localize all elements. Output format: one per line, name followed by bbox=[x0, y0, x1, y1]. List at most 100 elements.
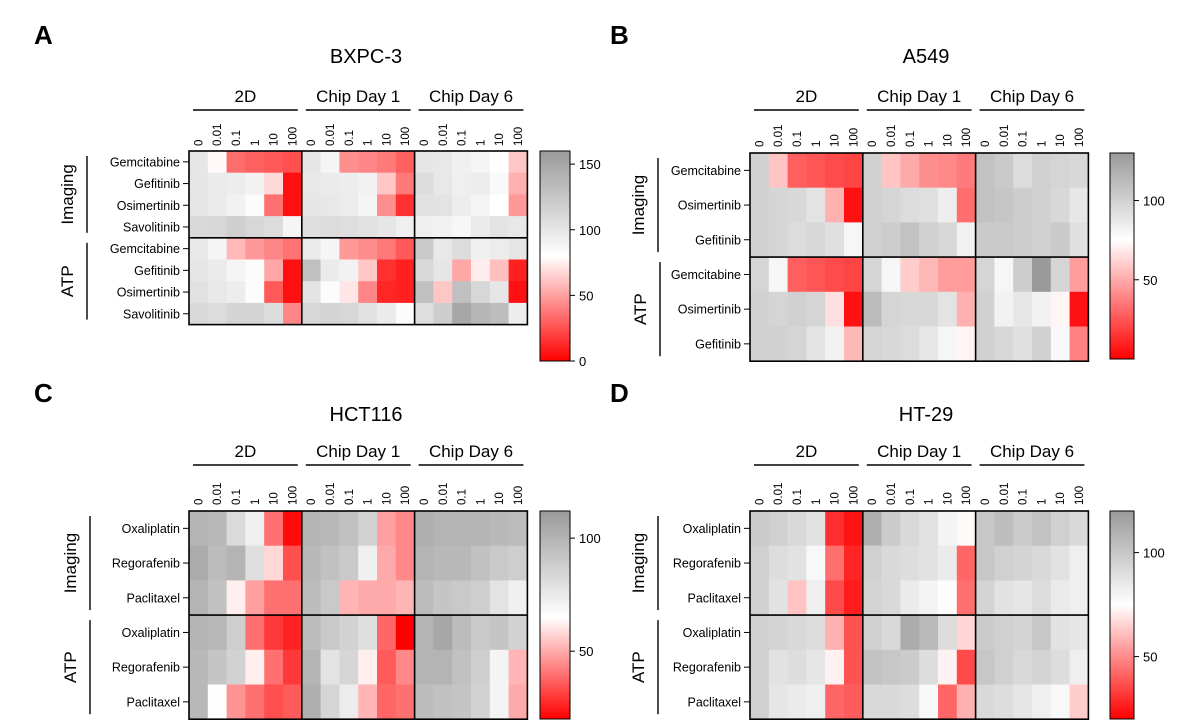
heatmap-cell bbox=[301, 511, 322, 547]
heatmap-cell bbox=[377, 615, 397, 651]
heatmap-cell bbox=[226, 545, 246, 581]
heatmap-cell bbox=[283, 172, 303, 195]
panel-letter: B bbox=[610, 20, 629, 50]
heatmap-cell bbox=[377, 684, 397, 720]
heatmap-cell bbox=[1032, 326, 1052, 362]
heatmap-cell bbox=[862, 615, 883, 651]
heatmap-cell bbox=[489, 511, 510, 547]
heatmap-cell bbox=[358, 580, 378, 616]
heatmap-cell bbox=[787, 187, 807, 223]
heatmap-cell bbox=[489, 302, 510, 326]
heatmap-cell bbox=[994, 545, 1014, 581]
heatmap-cell bbox=[994, 615, 1014, 651]
colorbar-tick-label: 100 bbox=[579, 223, 601, 238]
x-tick-label: 0 bbox=[419, 140, 431, 146]
heatmap-cell bbox=[207, 684, 228, 720]
row-label-gemcitabine: Gemcitabine bbox=[110, 155, 180, 169]
heatmap-cell bbox=[471, 684, 491, 720]
heatmap-cell bbox=[207, 281, 228, 304]
x-tick-label: 10 bbox=[1055, 492, 1067, 505]
heatmap-cell bbox=[301, 615, 322, 651]
x-tick-label: 1 bbox=[250, 499, 262, 505]
group-header: Chip Day 1 bbox=[877, 442, 961, 461]
group-header: Chip Day 6 bbox=[990, 87, 1074, 106]
heatmap-cell bbox=[881, 684, 901, 720]
section-label-imaging: Imaging bbox=[61, 533, 80, 593]
heatmap-cell bbox=[339, 172, 359, 195]
heatmap-cell bbox=[938, 545, 958, 581]
x-tick-label: 0.01 bbox=[212, 483, 224, 505]
group-header: 2D bbox=[235, 442, 257, 461]
heatmap-cell bbox=[881, 580, 901, 616]
heatmap-cell bbox=[844, 649, 864, 685]
heatmap-cell bbox=[919, 580, 939, 616]
heatmap-cell bbox=[787, 511, 807, 547]
heatmap-cell bbox=[787, 326, 807, 362]
heatmap-cell bbox=[1069, 222, 1089, 258]
heatmap-cell bbox=[358, 684, 378, 720]
x-tick-label: 0.01 bbox=[325, 483, 337, 505]
heatmap-cell bbox=[433, 216, 453, 239]
heatmap-cell bbox=[508, 302, 528, 326]
heatmap-cell bbox=[414, 237, 434, 260]
x-tick-label: 0.1 bbox=[792, 489, 804, 505]
heatmap-cell bbox=[1013, 187, 1033, 223]
group-header: Chip Day 1 bbox=[316, 442, 400, 461]
heatmap-cell bbox=[264, 194, 284, 217]
group-header: Chip Day 6 bbox=[990, 442, 1074, 461]
heatmap-cell bbox=[787, 615, 807, 651]
heatmap-cell bbox=[825, 580, 845, 616]
heatmap-cell bbox=[787, 580, 807, 616]
x-tick-label: 10 bbox=[942, 134, 954, 147]
heatmap-cell bbox=[994, 257, 1014, 293]
heatmap-cell bbox=[189, 194, 209, 217]
heatmap-cell bbox=[245, 684, 265, 720]
heatmap-cell bbox=[339, 649, 359, 685]
heatmap-cell bbox=[226, 511, 246, 547]
heatmap-cell bbox=[1069, 153, 1089, 189]
heatmap-cell bbox=[787, 153, 807, 189]
heatmap-cell bbox=[452, 649, 472, 685]
heatmap-cell bbox=[1013, 153, 1033, 189]
heatmap-cell bbox=[919, 326, 939, 362]
x-tick-label: 10 bbox=[942, 492, 954, 505]
heatmap-cell bbox=[395, 281, 416, 304]
row-label-regorafenib: Regorafenib bbox=[673, 661, 741, 675]
heatmap-cell bbox=[245, 649, 265, 685]
heatmap-cell bbox=[862, 511, 883, 547]
colorbar bbox=[1109, 152, 1135, 360]
heatmap-cell bbox=[339, 511, 359, 547]
heatmap-cell bbox=[956, 291, 977, 327]
heatmap-cell bbox=[508, 281, 528, 304]
panel-letter: D bbox=[610, 378, 629, 408]
heatmap-cell bbox=[994, 684, 1014, 720]
x-tick-label: 10 bbox=[830, 492, 842, 505]
heatmap-cell bbox=[320, 259, 340, 282]
heatmap-cell bbox=[207, 172, 228, 195]
heatmap-cell bbox=[1013, 545, 1033, 581]
x-tick-label: 1 bbox=[924, 499, 936, 505]
row-label-osimertinib: Osimertinib bbox=[117, 199, 180, 213]
heatmap-cell bbox=[1069, 580, 1089, 616]
heatmap-cell bbox=[806, 580, 826, 616]
heatmap-cell bbox=[508, 237, 528, 260]
heatmap-cell bbox=[844, 545, 864, 581]
heatmap-cell bbox=[508, 545, 528, 581]
x-tick-label: 0.01 bbox=[438, 483, 450, 505]
heatmap-cell bbox=[1069, 615, 1089, 651]
heatmap-cell bbox=[433, 615, 453, 651]
heatmap-cell bbox=[207, 194, 228, 217]
heatmap-cell bbox=[1069, 649, 1089, 685]
heatmap-cell bbox=[339, 684, 359, 720]
heatmap-cell bbox=[301, 216, 322, 239]
heatmap-cell bbox=[750, 187, 770, 223]
row-label-oxaliplatin: Oxaliplatin bbox=[122, 522, 180, 536]
heatmap-cell bbox=[489, 151, 510, 174]
heatmap-cell bbox=[471, 151, 491, 174]
x-tick-label: 0 bbox=[754, 141, 766, 147]
heatmap-cell bbox=[1050, 580, 1071, 616]
heatmap-cell bbox=[395, 172, 416, 195]
colorbar-tick-label: 100 bbox=[1143, 194, 1165, 209]
x-tick-label: 0.1 bbox=[231, 130, 243, 146]
heatmap-cell bbox=[844, 684, 864, 720]
